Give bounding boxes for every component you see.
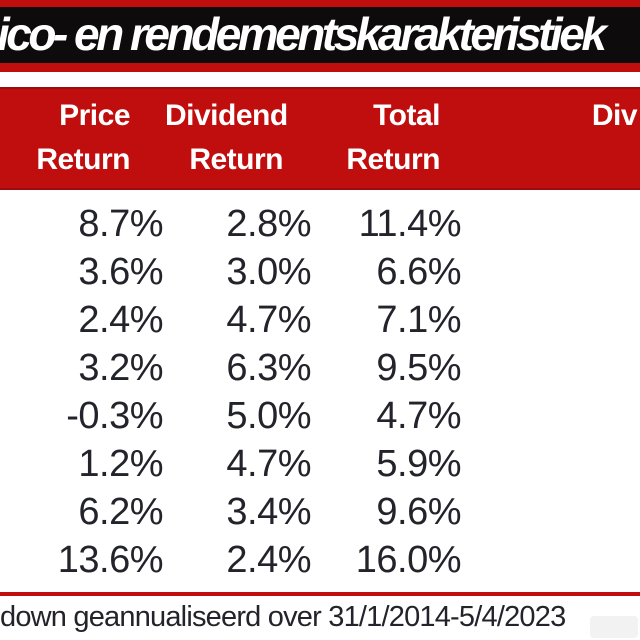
table-header-band: Price Dividend Total Div Return Return R… (0, 87, 640, 190)
cell-price-return: 8.7% (78, 202, 163, 245)
cell-dividend-return: 5.0% (226, 394, 311, 437)
cell-total-return: 9.5% (376, 346, 461, 389)
cell-price-return: 3.6% (78, 250, 163, 293)
cell-dividend-return: 4.7% (226, 298, 311, 341)
cell-total-return: 5.9% (376, 442, 461, 485)
cell-price-return: -0.3% (66, 394, 163, 437)
column-header-dividend-return: Return (189, 143, 283, 176)
cell-price-return: 1.2% (78, 442, 163, 485)
cell-dividend-return: 3.4% (226, 490, 311, 533)
column-header-total: Total (373, 99, 440, 132)
cell-dividend-return: 4.7% (226, 442, 311, 485)
cell-total-return: 11.4% (358, 202, 462, 245)
cell-price-return: 6.2% (78, 490, 163, 533)
footer-note: down geannualiseerd over 31/1/2014-5/4/2… (0, 601, 566, 633)
cell-price-return: 13.6% (57, 538, 164, 581)
header-row-line1: Price Dividend Total Div (0, 94, 640, 138)
cell-total-return: 7.1% (376, 298, 461, 341)
cell-total-return: 6.6% (376, 250, 461, 293)
cell-total-return: 4.7% (376, 394, 461, 437)
cell-dividend-return: 2.8% (226, 202, 311, 245)
column-header-total-return: Return (346, 143, 440, 176)
header-row-line2: Return Return Return (0, 138, 640, 182)
cell-total-return: 9.6% (376, 490, 461, 533)
cell-total-return: 16.0% (355, 538, 462, 581)
page-title: ico- en rendementskarakteristiek (0, 7, 607, 60)
column-header-price: Price (59, 99, 130, 132)
cell-dividend-return: 2.4% (226, 538, 311, 581)
cell-dividend-return: 6.3% (226, 346, 311, 389)
title-banner: ico- en rendementskarakteristiek (0, 0, 640, 72)
column-header-price-return: Return (36, 143, 130, 176)
cell-dividend-return: 3.0% (226, 250, 311, 293)
column-header-div-cut: Div (591, 99, 638, 132)
cell-price-return: 2.4% (78, 298, 163, 341)
footer-divider (0, 592, 640, 596)
faint-watermark (590, 616, 638, 638)
cell-price-return: 3.2% (78, 346, 163, 389)
column-header-dividend: Dividend (165, 99, 288, 132)
data-table: 8.7% 2.8% 11.4% 3.6% 3.0% 6.6% 2.4% 4.7%… (0, 200, 640, 584)
